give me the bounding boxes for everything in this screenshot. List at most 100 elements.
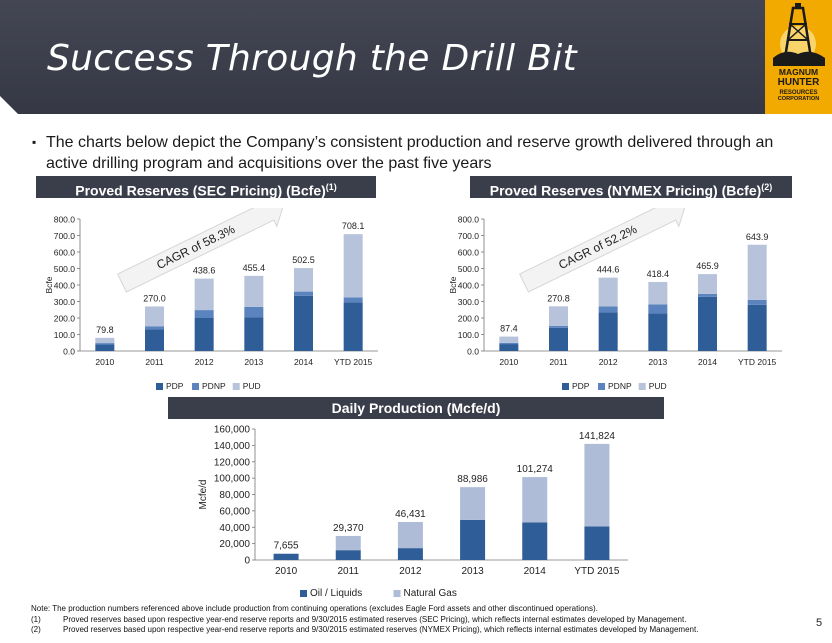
y-axis-label: Bcfe: [44, 276, 54, 293]
bar-pdnp-2011: [549, 325, 568, 328]
total-label: 643.9: [746, 232, 769, 242]
production-chart-header: Daily Production (Mcfe/d): [168, 397, 664, 419]
category-label: 2014: [524, 566, 547, 577]
footnotes: Note: The production numbers referenced …: [31, 604, 791, 636]
legend-label: PUD: [649, 381, 667, 391]
production-chart-title: Daily Production (Mcfe/d): [331, 400, 501, 416]
bar-pud-2012: [598, 277, 618, 307]
logo-line-3: RESOURCES: [779, 89, 818, 96]
nymex-reserves-chart: 0.0 100.0 200.0 300.0 400.0 500.0 600.0 700.0 80…: [448, 208, 782, 391]
total-label: 141,824: [579, 431, 616, 442]
bar-pdp-ytd-2015: [747, 304, 767, 351]
footnote-1-number: (1): [31, 614, 41, 624]
y-tick-label: 400.0: [54, 281, 76, 291]
category-label: 2011: [145, 357, 164, 367]
bar-pdnp-2012: [194, 310, 214, 318]
bar-pdp-2011: [549, 327, 568, 351]
y-tick-label: 600.0: [458, 248, 480, 258]
bar-pdp-ytd-2015: [343, 302, 363, 351]
y-tick-label: 140,000: [214, 441, 251, 452]
bar-pdnp-2011: [145, 326, 164, 330]
y-tick-label: 700.0: [54, 231, 76, 241]
intro-bullet-text: The charts below depict the Company’s co…: [46, 134, 774, 172]
category-label: 2012: [599, 357, 618, 367]
bar-natural-gas-2011: [335, 535, 361, 551]
total-label: 87.4: [500, 324, 518, 334]
bar-pdp-2011: [145, 329, 164, 351]
cagr-arrow-shape: [116, 208, 285, 293]
sec-chart-title-sup: (1): [325, 182, 337, 192]
y-axis-label: Mcfe/d: [198, 479, 209, 509]
category-label: 2011: [549, 357, 568, 367]
legend-label: PDNP: [608, 381, 632, 391]
bar-pud-ytd-2015: [747, 244, 767, 300]
square-bullet-icon: ▪: [32, 135, 37, 149]
bar-oil-liquids-ytd-2015: [584, 526, 610, 560]
daily-production-chart: 0 20,000 40,000 60,000 80,000 100,000 120,000 1…: [198, 425, 628, 599]
y-tick-label: 800.0: [458, 215, 480, 225]
total-label: 79.8: [96, 325, 114, 335]
bar-pdnp-2013: [244, 306, 264, 318]
cagr-arrow-shape: [518, 208, 687, 293]
total-label: 101,274: [517, 464, 554, 475]
total-label: 465.9: [696, 261, 719, 271]
category-label: YTD 2015: [738, 357, 777, 367]
bar-pud-2010: [499, 336, 519, 343]
total-label: 708.1: [342, 221, 365, 231]
legend-label: Natural Gas: [404, 588, 457, 599]
y-tick-label: 500.0: [458, 264, 480, 274]
bar-pud-2012: [194, 278, 214, 311]
category-label: 2010: [95, 357, 114, 367]
total-label: 455.4: [243, 263, 266, 273]
legend-label: PDP: [572, 381, 590, 391]
category-label: 2012: [195, 357, 214, 367]
legend-label: PDP: [166, 381, 184, 391]
legend-swatch: [156, 383, 163, 390]
bar-pud-ytd-2015: [343, 234, 363, 298]
bar-natural-gas-2014: [522, 477, 548, 523]
y-tick-label: 20,000: [219, 539, 250, 550]
nymex-chart-title: Proved Reserves (NYMEX Pricing) (Bcfe): [489, 182, 762, 199]
cagr-label: CAGR of 58.3%: [154, 222, 237, 272]
legend-swatch: [393, 590, 401, 597]
bar-pdnp-2010: [95, 343, 115, 345]
title-band: [0, 0, 832, 114]
legend-label: PDNP: [202, 381, 226, 391]
bar-pdp-2010: [95, 344, 115, 351]
sec-chart-title: Proved Reserves (SEC Pricing) (Bcfe): [75, 182, 326, 199]
bar-pud-2011: [145, 306, 164, 327]
nymex-chart-header: Proved Reserves (NYMEX Pricing) (Bcfe)(2…: [470, 176, 792, 199]
nymex-chart-title-sup: (2): [761, 182, 773, 192]
category-label: 2014: [698, 357, 717, 367]
y-tick-label: 300.0: [458, 297, 480, 307]
legend-swatch: [598, 383, 606, 390]
y-tick-label: 0.0: [63, 347, 75, 357]
bar-pud-2011: [549, 306, 568, 326]
page-title: Success Through the Drill Bit: [47, 38, 577, 79]
total-label: 46,431: [395, 509, 426, 520]
total-label: 444.6: [597, 265, 620, 275]
bar-pdnp-ytd-2015: [343, 297, 363, 303]
y-tick-label: 100.0: [458, 330, 480, 340]
bar-pdp-2012: [194, 318, 214, 351]
y-tick-label: 0.0: [467, 347, 479, 357]
bar-pud-2013: [648, 281, 668, 305]
y-tick-label: 300.0: [54, 297, 76, 307]
y-tick-label: 700.0: [458, 231, 480, 241]
footnote-2-number: (2): [31, 625, 41, 634]
bar-pdp-2014: [698, 296, 717, 351]
total-label: 270.0: [143, 293, 166, 303]
bar-oil-liquids-2012: [397, 548, 423, 560]
bar-pdp-2013: [648, 313, 668, 351]
y-tick-label: 800.0: [54, 215, 76, 225]
bar-pdnp-ytd-2015: [747, 299, 767, 305]
footnote-note: Note: The production numbers referenced …: [31, 604, 598, 613]
intro-bullet: ▪ The charts below depict the Company’s …: [32, 132, 816, 174]
total-label: 29,370: [333, 523, 364, 534]
legend-swatch: [562, 383, 569, 390]
bar-pdp-2010: [499, 344, 519, 351]
bar-pdnp-2013: [648, 304, 668, 314]
sec-chart-header: Proved Reserves (SEC Pricing) (Bcfe)(1): [36, 176, 376, 199]
bar-pdnp-2010: [499, 342, 519, 345]
category-label: 2011: [337, 566, 359, 577]
